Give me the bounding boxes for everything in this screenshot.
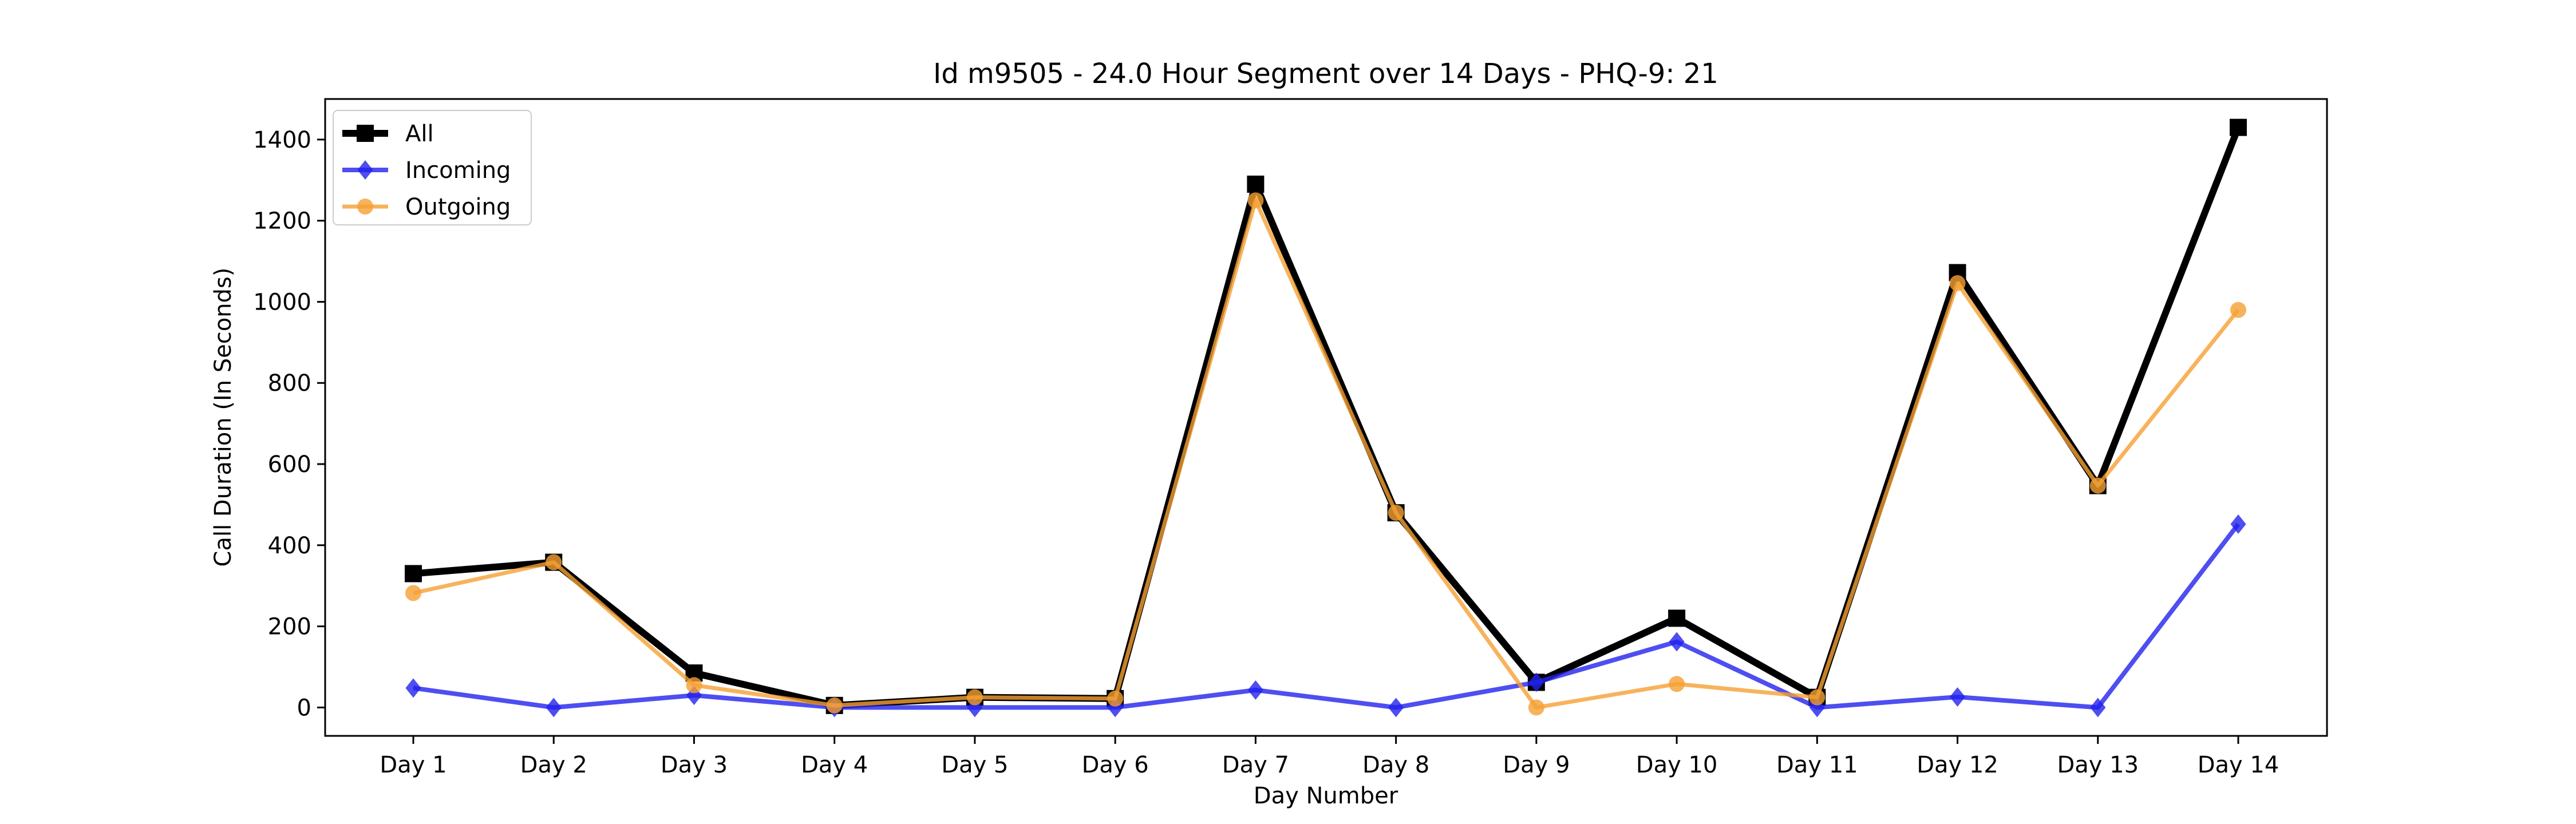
series-all [405, 118, 2247, 714]
data-point-outgoing [1809, 689, 1826, 706]
legend-label: Outgoing [405, 194, 511, 220]
x-tick-label: Day 10 [1636, 752, 1718, 778]
data-point-incoming [967, 698, 983, 718]
data-point-incoming [405, 678, 421, 698]
y-tick-label: 0 [297, 695, 311, 721]
data-point-outgoing [1528, 699, 1544, 716]
chart-title: Id m9505 - 24.0 Hour Segment over 14 Day… [933, 58, 1718, 90]
x-tick-label: Day 8 [1362, 752, 1429, 778]
data-point-outgoing [1669, 676, 1685, 692]
x-tick-label: Day 1 [380, 752, 447, 778]
data-point-incoming [1949, 687, 1966, 707]
data-point-outgoing [966, 689, 983, 706]
data-point-all [2230, 118, 2247, 136]
data-point-outgoing [1107, 690, 1124, 707]
legend-item-incoming: Incoming [342, 157, 511, 184]
data-point-outgoing [2230, 302, 2246, 318]
data-point-incoming [1388, 698, 1404, 718]
x-tick-label: Day 12 [1917, 752, 1998, 778]
y-tick-label: 400 [268, 533, 311, 559]
x-tick-label: Day 2 [520, 752, 587, 778]
legend-item-outgoing: Outgoing [342, 194, 511, 220]
plot-area-frame [324, 98, 2328, 737]
legend-swatch-marker [357, 160, 373, 180]
series-line-outgoing [413, 198, 2240, 710]
data-point-incoming [2230, 514, 2246, 534]
series-line-incoming [413, 522, 2241, 710]
data-point-outgoing [686, 677, 702, 694]
data-point-outgoing [2089, 477, 2106, 494]
y-tick-label: 1000 [253, 289, 311, 315]
y-tick-label: 800 [268, 370, 311, 397]
data-point-outgoing [405, 585, 421, 601]
data-point-incoming [1669, 632, 1685, 652]
legend-item-all: All [342, 121, 434, 147]
x-tick-label: Day 3 [661, 752, 728, 778]
x-tick-label: Day 4 [801, 752, 868, 778]
legend-label: Incoming [405, 157, 511, 184]
data-point-all [405, 565, 422, 583]
x-tick-label: Day 9 [1503, 752, 1570, 778]
legend-label: All [405, 121, 434, 147]
data-point-incoming [1528, 672, 1544, 692]
data-point-outgoing [1247, 192, 1264, 209]
y-tick-label: 600 [268, 451, 311, 478]
data-point-incoming [1247, 680, 1263, 700]
y-tick-label: 1400 [253, 127, 311, 153]
data-point-incoming [546, 698, 562, 718]
y-axis: 0 200 400 600 800 1000 1200 1400 [253, 127, 325, 721]
data-point-outgoing [1388, 505, 1404, 521]
x-tick-label: Day 11 [1776, 752, 1858, 778]
x-tick-label: Day 5 [941, 752, 1008, 778]
x-axis: Day 1 Day 2 Day 3 Day 4 Day 5 Day 6 Day 7 Day 8… [380, 736, 2279, 778]
series-outgoing [405, 192, 2246, 716]
y-axis-label: Call Duration (In Seconds) [210, 268, 236, 567]
x-tick-label: Day 6 [1082, 752, 1149, 778]
y-tick-label: 200 [268, 614, 311, 640]
x-tick-label: Day 7 [1222, 752, 1289, 778]
data-point-incoming [2090, 698, 2106, 718]
series-incoming [405, 514, 2246, 718]
data-point-outgoing [826, 697, 843, 714]
y-tick-label: 1200 [253, 208, 311, 235]
data-point-all [1247, 175, 1265, 193]
x-axis-label: Day Number [1254, 783, 1398, 809]
legend: All Incoming Outgoing [333, 110, 532, 225]
legend-frame [333, 110, 532, 225]
data-point-outgoing [1949, 275, 1966, 291]
data-point-all [1668, 609, 1686, 627]
legend-swatch-marker [357, 125, 374, 142]
x-tick-label: Day 13 [2057, 752, 2139, 778]
x-tick-label: Day 14 [2198, 752, 2279, 778]
data-point-outgoing [546, 554, 562, 571]
series-line-all [413, 126, 2242, 709]
legend-swatch-marker [357, 199, 373, 215]
series-layer [405, 118, 2247, 718]
